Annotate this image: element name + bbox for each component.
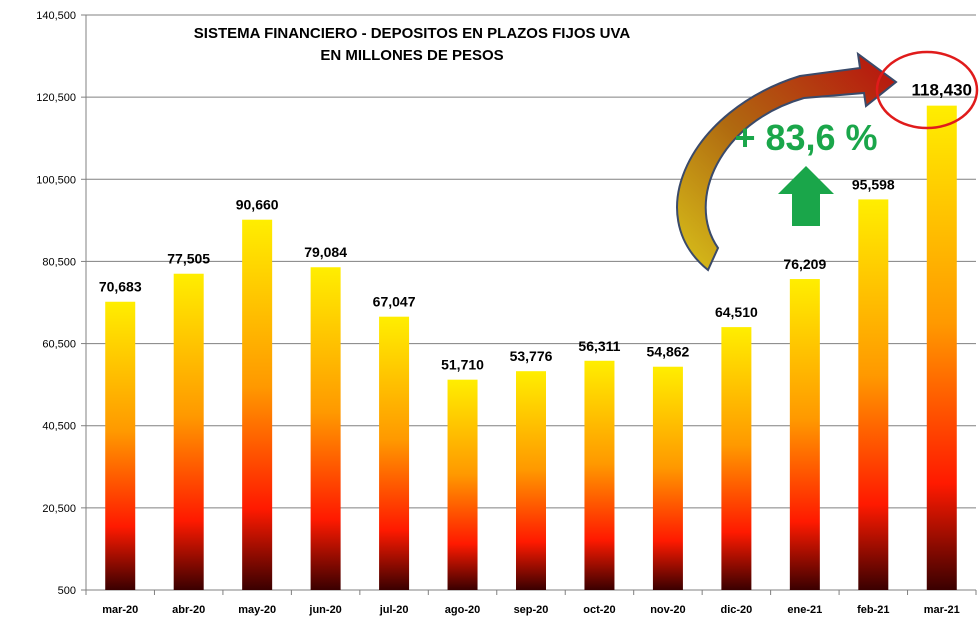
data-label: 70,683: [99, 279, 142, 295]
gridlines: [86, 14, 976, 509]
y-tick-label: 20,500: [42, 503, 76, 515]
curved-arrow-icon: [676, 51, 898, 272]
chart-subtitle: EN MILLONES DE PESOS: [320, 47, 503, 64]
y-tick-label: 140,500: [36, 10, 76, 22]
up-arrow-icon: [778, 166, 834, 226]
bar: [652, 366, 683, 590]
x-tick-label: ago-20: [445, 604, 480, 616]
value-labels: 70,683 77,505 90,660 79,084 67,047 51,710 53,7…: [99, 81, 972, 373]
bar: [379, 316, 410, 590]
y-axis-tick-labels: 500 20,500 40,500 60,500 80,500 100,500 120,50…: [36, 10, 76, 597]
x-axis-tick-labels: mar-20 abr-20 may-20 jun-20 jul-20 ago-20 sep-…: [102, 604, 960, 616]
bar: [789, 279, 820, 590]
x-tick-label: may-20: [238, 604, 276, 616]
bar: [242, 219, 273, 590]
bar: [858, 199, 889, 590]
data-label: 54,862: [647, 344, 690, 360]
y-tick-label: 80,500: [42, 256, 76, 268]
data-label: 79,084: [304, 244, 347, 260]
x-tick-label: dic-20: [720, 604, 752, 616]
bar: [721, 327, 752, 590]
bars: [105, 105, 957, 590]
x-tick-label: jun-20: [308, 604, 341, 616]
x-tick-label: abr-20: [172, 604, 205, 616]
x-tick-label: ene-21: [787, 604, 822, 616]
x-tick-label: feb-21: [857, 604, 889, 616]
x-tick-label: nov-20: [650, 604, 685, 616]
data-label: 53,776: [510, 348, 553, 364]
data-label: 95,598: [852, 176, 895, 192]
data-label: 67,047: [373, 294, 416, 310]
bar: [310, 267, 341, 590]
data-label: 56,311: [578, 338, 620, 354]
y-tick-label: 100,500: [36, 174, 76, 186]
chart-title: SISTEMA FINANCIERO - DEPOSITOS EN PLAZOS…: [194, 25, 631, 42]
bar: [584, 360, 615, 590]
highlight-circle: [875, 50, 979, 130]
y-tick-label: 60,500: [42, 339, 76, 351]
bar: [105, 301, 136, 590]
data-label: 76,209: [783, 256, 826, 272]
bar: [516, 371, 546, 590]
data-label: 51,710: [441, 357, 484, 373]
y-tick-label: 40,500: [42, 421, 76, 433]
data-label: 118,430: [912, 81, 973, 100]
x-tick-label: sep-20: [514, 604, 549, 616]
bar: [447, 379, 478, 590]
data-label: 64,510: [715, 304, 758, 320]
bar: [173, 273, 204, 590]
data-label: 77,505: [167, 251, 210, 267]
y-tick-label: 120,500: [36, 92, 76, 104]
growth-label: + 83,6 %: [734, 117, 877, 158]
x-tick-label: oct-20: [583, 604, 615, 616]
y-tick-label: 500: [58, 585, 76, 597]
x-tick-label: mar-21: [924, 604, 960, 616]
x-tick-label: mar-20: [102, 604, 138, 616]
x-tick-label: jul-20: [379, 604, 409, 616]
data-label: 90,660: [236, 197, 279, 213]
bar: [926, 105, 957, 590]
